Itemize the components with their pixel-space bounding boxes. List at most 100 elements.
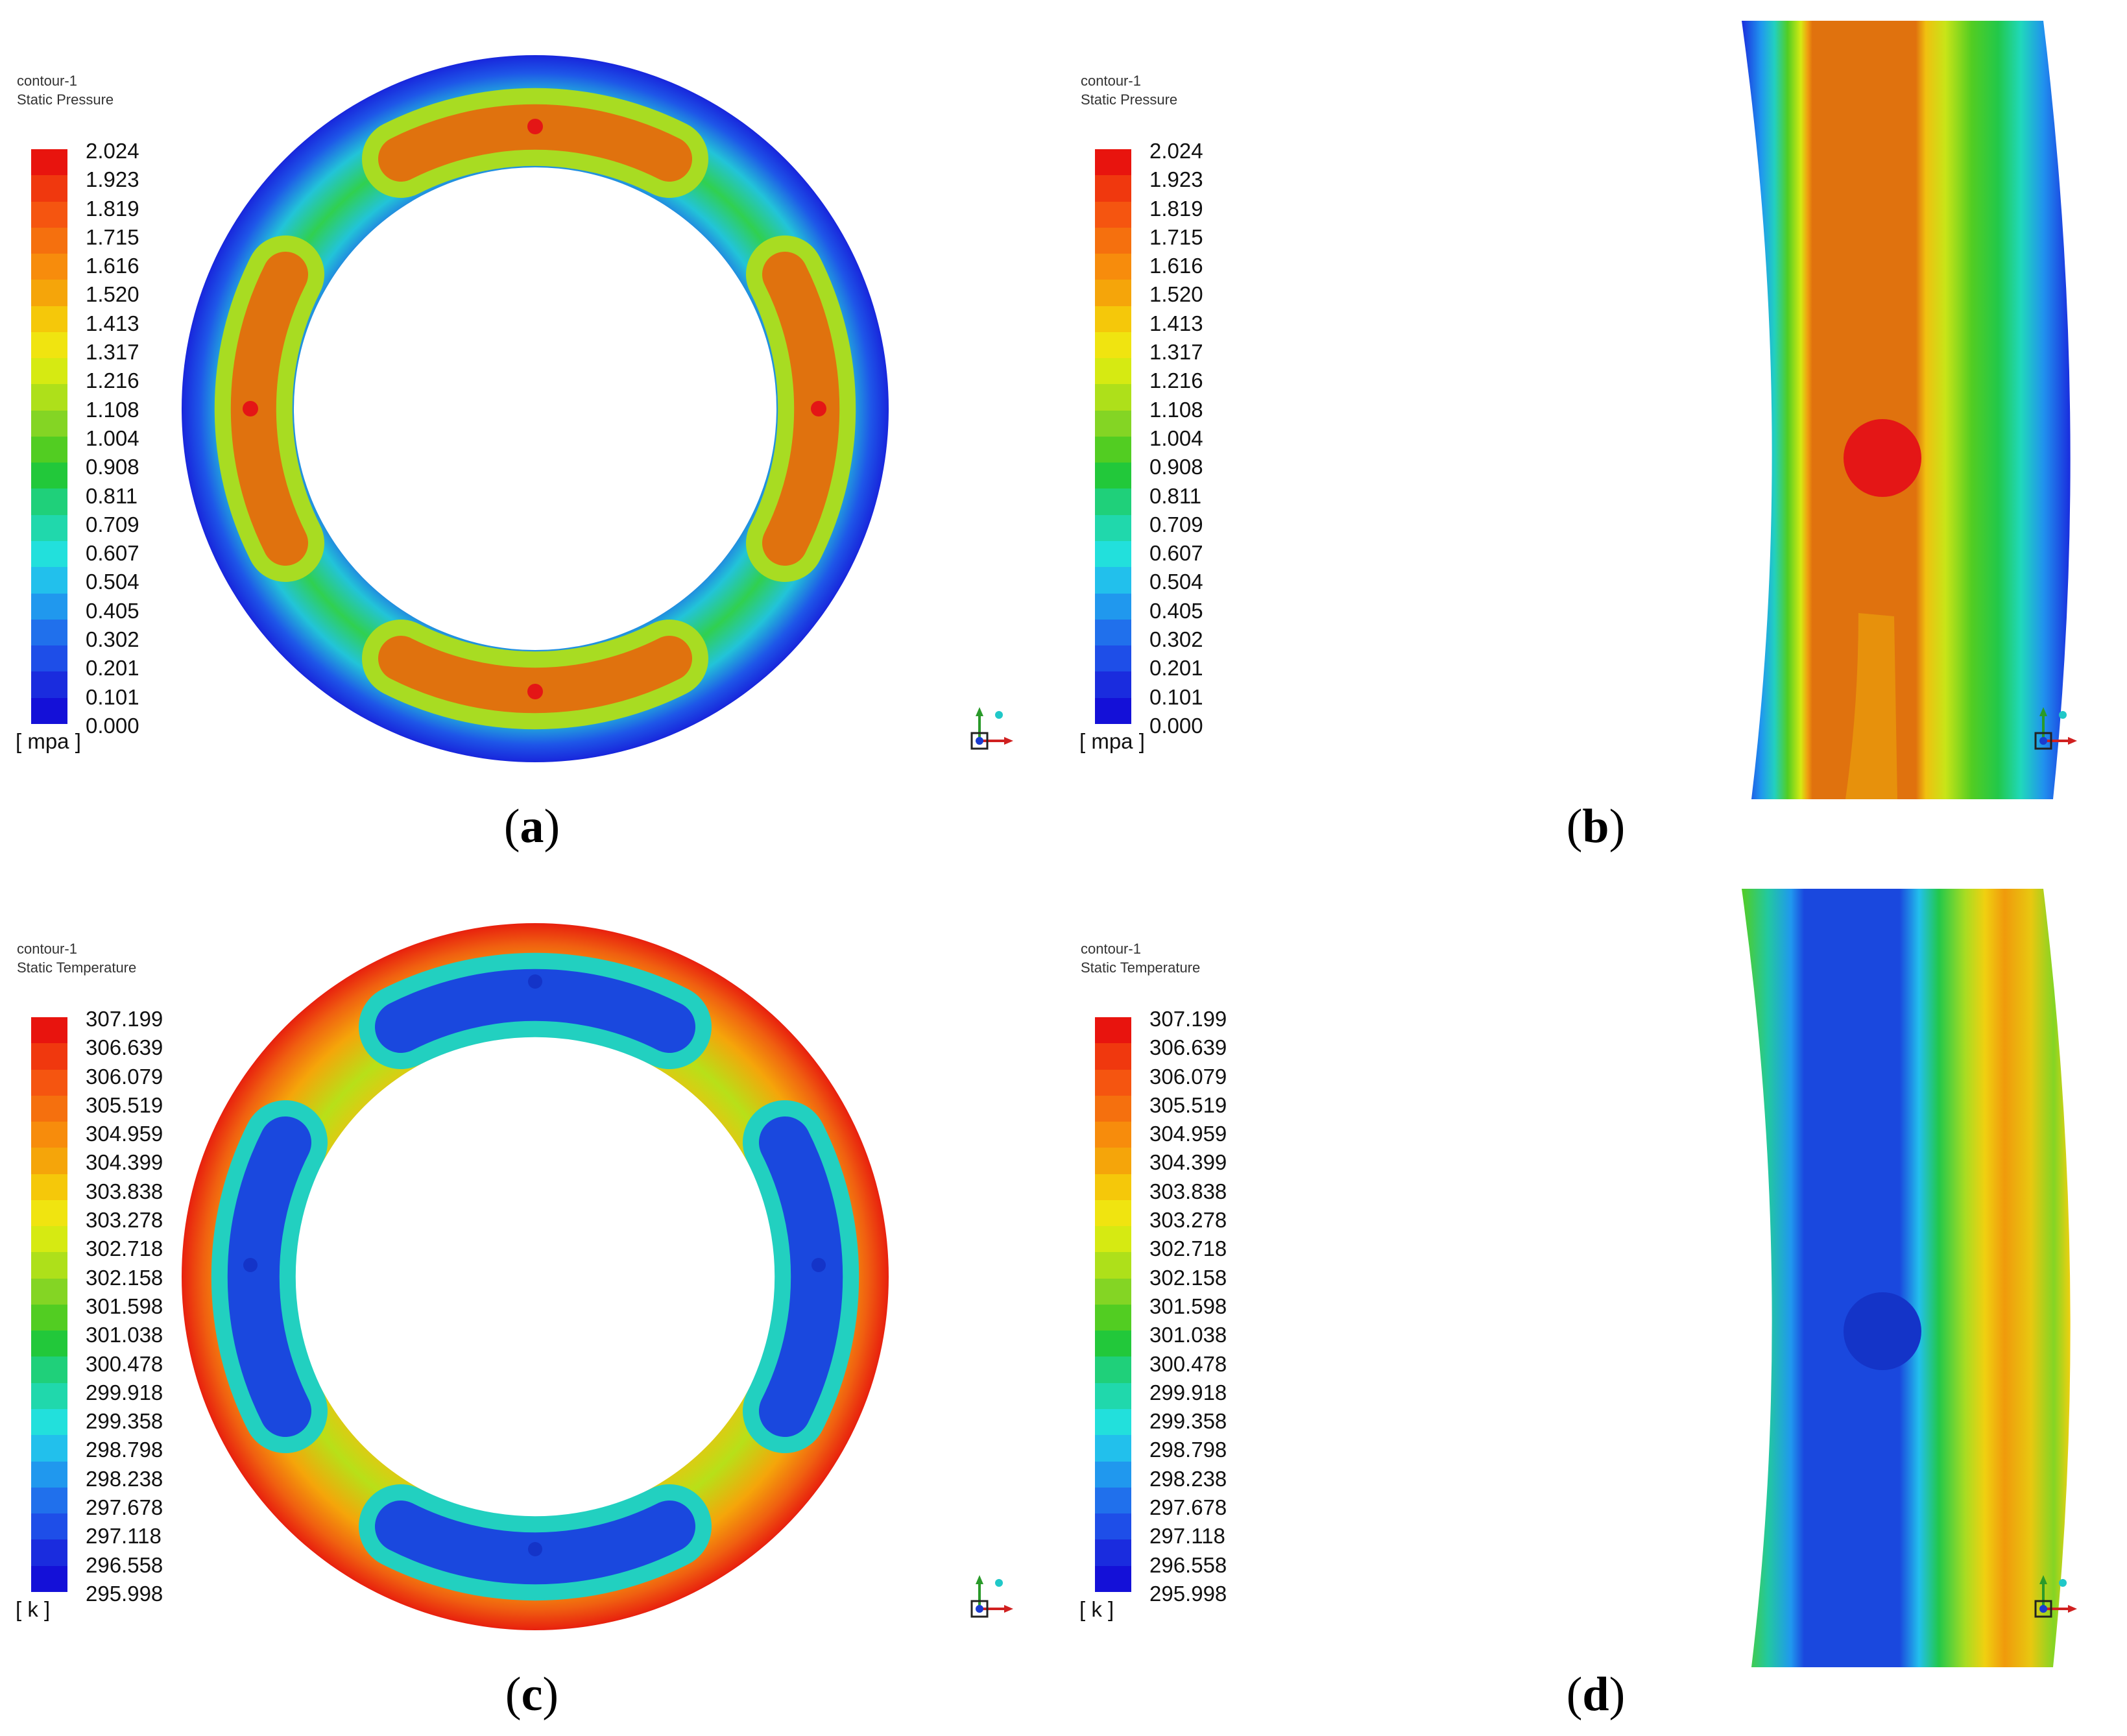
panel-b: contour-1 Static Pressure 2.024 1.923 1.…: [1064, 0, 2127, 868]
legend-color-band: [1095, 201, 1131, 228]
panel-caption: (b): [1566, 800, 1626, 853]
legend-color-band: [1095, 1278, 1131, 1305]
legend-label: 1.715: [86, 224, 139, 249]
legend-label: 299.358: [1149, 1409, 1227, 1434]
legend-label: 0.607: [86, 541, 139, 566]
axis-triad-icon: [2034, 707, 2077, 750]
legend-label: 301.598: [1149, 1294, 1227, 1318]
legend-color-band: [1095, 227, 1131, 254]
legend-label: 1.004: [86, 426, 139, 450]
panel-caption: (a): [503, 800, 560, 853]
legend-label: 0.811: [86, 483, 138, 508]
legend-color-band: [31, 1174, 67, 1200]
legend-label: 301.598: [86, 1294, 163, 1318]
legend-color-band: [1095, 1513, 1131, 1540]
legend-label: 0.201: [1149, 656, 1203, 681]
legend-label: 298.238: [86, 1466, 163, 1491]
legend-color-band: [31, 671, 67, 698]
legend-color-bar: [31, 1017, 67, 1592]
legend-label: 1.004: [1149, 426, 1203, 450]
legend-unit: [ k ]: [16, 1597, 51, 1621]
legend-label: 300.478: [1149, 1351, 1227, 1376]
legend-color-band: [1095, 1174, 1131, 1200]
legend-label: 296.558: [86, 1552, 163, 1577]
legend-color-band: [1095, 358, 1131, 385]
legend-labels: 307.199 306.639 306.079 305.519 304.959 …: [86, 1005, 163, 1608]
legend-label: 296.558: [1149, 1552, 1227, 1577]
legend-color-band: [1095, 645, 1131, 672]
legend-color-band: [1095, 1069, 1131, 1096]
axis-triad-icon: [970, 707, 1013, 750]
legend-label: 2.024: [86, 139, 139, 163]
legend-color-band: [31, 384, 67, 411]
legend-label: 0.504: [1149, 570, 1203, 594]
legend-label: 297.118: [86, 1524, 162, 1549]
panel-caption: (d): [1566, 1668, 1626, 1721]
legend-color-band: [1095, 1408, 1131, 1436]
legend-label: 0.405: [86, 598, 139, 623]
axis-triad-icon: [970, 1575, 1013, 1618]
legend-label: 0.405: [1149, 598, 1203, 623]
legend-color-band: [31, 514, 67, 541]
legend-label: 303.838: [86, 1179, 163, 1203]
legend-label: 1.413: [1149, 311, 1203, 335]
legend-color-band: [1095, 1435, 1131, 1462]
legend-label: 300.478: [86, 1351, 163, 1376]
legend-color-band: [31, 1069, 67, 1096]
legend-color-band: [1095, 1356, 1131, 1383]
legend-color-band: [31, 1565, 67, 1592]
temperature-ring-contour: [0, 868, 1064, 1736]
legend-color-band: [31, 332, 67, 359]
legend-color-band: [1095, 254, 1131, 280]
legend-label: 297.118: [1149, 1524, 1225, 1549]
panel-a: contour-1 Static Pressure 2.024 1.923 1.…: [0, 0, 1064, 868]
legend-color-band: [31, 697, 67, 724]
legend-label: 0.101: [1149, 684, 1203, 709]
legend-color-band: [1095, 593, 1131, 620]
legend-color-band: [1095, 671, 1131, 698]
legend-color-band: [1095, 410, 1131, 437]
legend-color-band: [1095, 332, 1131, 359]
legend-label: 304.399: [1149, 1150, 1227, 1175]
legend-label: 301.038: [86, 1323, 163, 1347]
legend-color-band: [31, 593, 67, 620]
legend-label: 0.908: [1149, 455, 1203, 479]
panel-c: contour-1 Static Temperature 307.199 306…: [0, 868, 1064, 1736]
legend-label: 306.639: [1149, 1035, 1227, 1060]
legend-color-band: [31, 175, 67, 202]
legend-color-band: [31, 280, 67, 306]
legend-color-band: [1095, 1304, 1131, 1331]
legend-color-band: [31, 254, 67, 280]
legend-label: 1.108: [86, 397, 139, 422]
legend-color-band: [31, 619, 67, 646]
legend-label: 303.278: [86, 1208, 163, 1233]
legend-color-band: [1095, 306, 1131, 332]
legend-color-band: [31, 1148, 67, 1174]
legend-unit: [ k ]: [1079, 1597, 1114, 1621]
legend-label: 305.519: [1149, 1092, 1227, 1117]
legend-color-bar: [1095, 149, 1131, 724]
legend-color-band: [1095, 567, 1131, 594]
legend-label: 0.000: [86, 713, 139, 738]
legend-color-band: [1095, 1461, 1131, 1488]
legend-label: 297.678: [86, 1495, 163, 1520]
legend-color-band: [1095, 1565, 1131, 1592]
panel-caption: (c): [505, 1668, 559, 1721]
legend-label: 306.639: [86, 1035, 163, 1060]
legend-label: 0.811: [1149, 483, 1202, 508]
legend-label: 0.709: [86, 512, 139, 536]
legend-label: 304.959: [1149, 1122, 1227, 1146]
legend-color-bar: [1095, 1017, 1131, 1592]
legend-color-band: [1095, 1539, 1131, 1566]
legend-unit: [ mpa ]: [1079, 729, 1145, 753]
legend-color-band: [31, 227, 67, 254]
legend-color-band: [31, 645, 67, 672]
legend-color-band: [31, 1356, 67, 1383]
legend-color-band: [31, 436, 67, 463]
legend-label: 295.998: [1149, 1581, 1227, 1606]
pressure-zoom-contour: [1064, 0, 2127, 868]
legend-color-band: [31, 358, 67, 385]
legend-label: 0.201: [86, 656, 139, 681]
legend-label: 298.238: [1149, 1466, 1227, 1491]
legend-color-band: [31, 1513, 67, 1540]
